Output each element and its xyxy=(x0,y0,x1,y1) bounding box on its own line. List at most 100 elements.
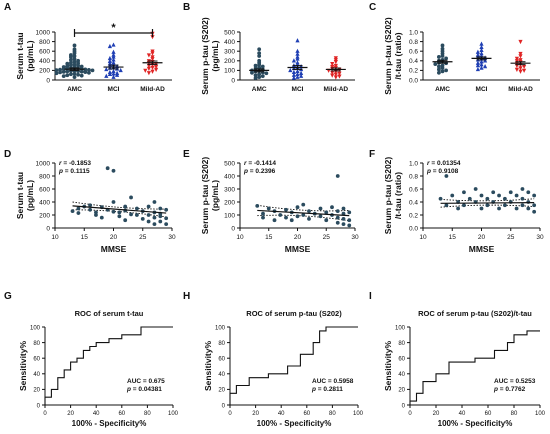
y-axis-title: Serum p-tau (S202)/t-tau (ratio) xyxy=(383,17,403,95)
data-point xyxy=(347,223,352,228)
data-point xyxy=(475,66,480,72)
data-point xyxy=(520,196,525,201)
panel-title: ROC of serum p-tau (S202) xyxy=(246,309,342,318)
x-tick-label: 25 xyxy=(507,234,515,241)
y-tick-label: 80 xyxy=(398,341,405,347)
data-point xyxy=(69,57,73,62)
data-point xyxy=(111,68,116,74)
panel-letter: A xyxy=(4,2,11,13)
data-point xyxy=(65,73,70,78)
data-point xyxy=(257,75,262,80)
data-point xyxy=(164,222,169,227)
category-label: Mild-AD xyxy=(140,86,165,93)
data-point xyxy=(307,217,311,221)
regression-line xyxy=(257,209,350,217)
data-point xyxy=(475,49,480,54)
data-point xyxy=(107,43,112,49)
data-point xyxy=(491,190,496,195)
data-point xyxy=(250,70,254,75)
data-point xyxy=(485,196,490,201)
y-axis-title-line: Sensitivity% xyxy=(203,341,213,392)
y-tick-label: 40 xyxy=(218,372,225,378)
y-tick-label: 0.2 xyxy=(409,68,418,75)
data-point xyxy=(76,206,81,211)
data-point xyxy=(295,56,300,61)
data-point xyxy=(532,209,537,214)
data-point xyxy=(146,71,151,76)
x-tick-label: 20 xyxy=(294,234,302,241)
y-tick-label: 20 xyxy=(33,388,40,394)
y-tick-label: 0 xyxy=(231,77,235,84)
y-axis-title-line: Serum t-tau xyxy=(15,172,25,219)
stat-symbol: r xyxy=(244,160,247,167)
category-label: MCI xyxy=(108,86,120,93)
data-point xyxy=(253,63,258,68)
data-point xyxy=(479,62,484,67)
data-point xyxy=(456,206,460,211)
data-point xyxy=(295,48,300,53)
data-point xyxy=(152,215,157,220)
y-tick-label: 200 xyxy=(39,68,50,75)
data-point xyxy=(261,211,265,216)
confidence-band-upper xyxy=(257,204,350,212)
data-point xyxy=(260,64,265,69)
y-axis-title-line: Serum t-tau xyxy=(15,32,25,79)
data-point xyxy=(485,203,490,208)
data-point xyxy=(520,203,525,208)
data-point xyxy=(330,70,335,75)
data-point xyxy=(299,73,304,78)
data-point xyxy=(65,69,70,74)
y-tick-label: 100 xyxy=(215,325,226,331)
stat-symbol: p xyxy=(126,386,131,393)
data-point xyxy=(164,207,169,212)
y-axis-title-line: (pg/mL) xyxy=(25,40,35,71)
data-point xyxy=(295,68,300,74)
data-point xyxy=(111,57,116,62)
y-axis-title: Serum p-tau (S202)/t-tau (ratio) xyxy=(383,157,403,235)
panel-letter: D xyxy=(4,149,11,160)
category-label: MCI xyxy=(476,86,488,93)
y-tick-label: 80 xyxy=(218,341,225,347)
data-point xyxy=(83,67,88,72)
significance-star: * xyxy=(111,22,116,34)
data-point xyxy=(341,206,346,211)
y-tick-label: 500 xyxy=(224,160,235,167)
stat-value: = 0.9108 xyxy=(431,168,459,175)
data-point xyxy=(146,53,151,58)
data-point xyxy=(479,47,484,52)
data-point xyxy=(150,69,155,74)
y-tick-label: 60 xyxy=(33,357,40,363)
data-point xyxy=(301,213,306,217)
x-tick-label: 30 xyxy=(536,234,544,241)
data-point xyxy=(107,58,112,63)
panel-letter: C xyxy=(369,2,376,13)
data-point xyxy=(58,70,62,75)
data-point xyxy=(295,74,300,79)
data-point xyxy=(79,69,84,74)
y-axis-title-line: (pg/mL) xyxy=(210,180,220,211)
data-point xyxy=(72,75,77,80)
y-tick-label: 400 xyxy=(224,173,235,180)
x-tick-label: 20 xyxy=(433,411,440,417)
x-tick-label: 20 xyxy=(478,234,486,241)
data-point xyxy=(522,64,527,70)
y-tick-label: 800 xyxy=(39,39,50,46)
data-point xyxy=(337,74,342,79)
x-tick-label: 80 xyxy=(329,411,336,417)
y-tick-label: 1.0 xyxy=(409,160,418,167)
x-axis-title: 100% - Specificity% xyxy=(72,419,147,428)
data-point xyxy=(88,203,92,208)
data-point xyxy=(72,62,77,67)
data-point xyxy=(143,68,148,73)
stat-symbol: p xyxy=(311,386,316,393)
stat-value: = 0.01354 xyxy=(430,160,461,167)
stat-label: p = 0.2396 xyxy=(243,168,276,175)
y-tick-label: 0.6 xyxy=(409,49,418,56)
data-point xyxy=(518,69,523,74)
data-point xyxy=(532,193,537,198)
panel-letter: B xyxy=(183,2,190,13)
data-point xyxy=(335,220,340,225)
data-point xyxy=(330,205,334,210)
stat-label: AUC = 0.675 xyxy=(127,378,165,385)
data-point xyxy=(324,218,329,223)
